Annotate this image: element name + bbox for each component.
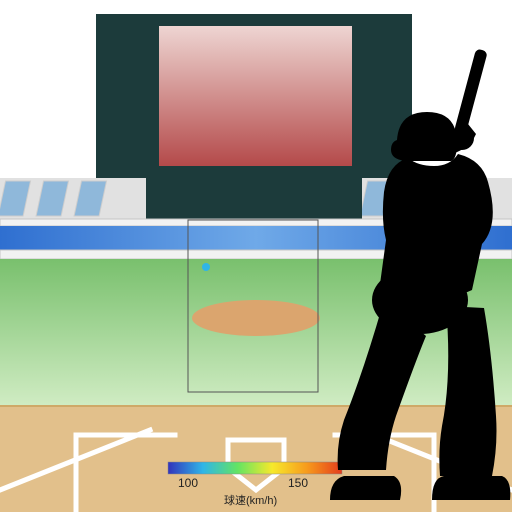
colorbar-unit-label: 球速(km/h)	[224, 492, 277, 508]
colorbar-tick-150: 150	[288, 476, 308, 490]
speed-colorbar	[168, 462, 342, 474]
pitchers-mound	[192, 300, 320, 336]
pitch-marker	[202, 263, 210, 271]
scene-svg	[0, 0, 512, 512]
colorbar-tick-100: 100	[178, 476, 198, 490]
scoreboard-panel	[159, 26, 352, 166]
scoreboard-base	[146, 178, 362, 219]
stage-root: 100 150 球速(km/h)	[0, 0, 512, 512]
